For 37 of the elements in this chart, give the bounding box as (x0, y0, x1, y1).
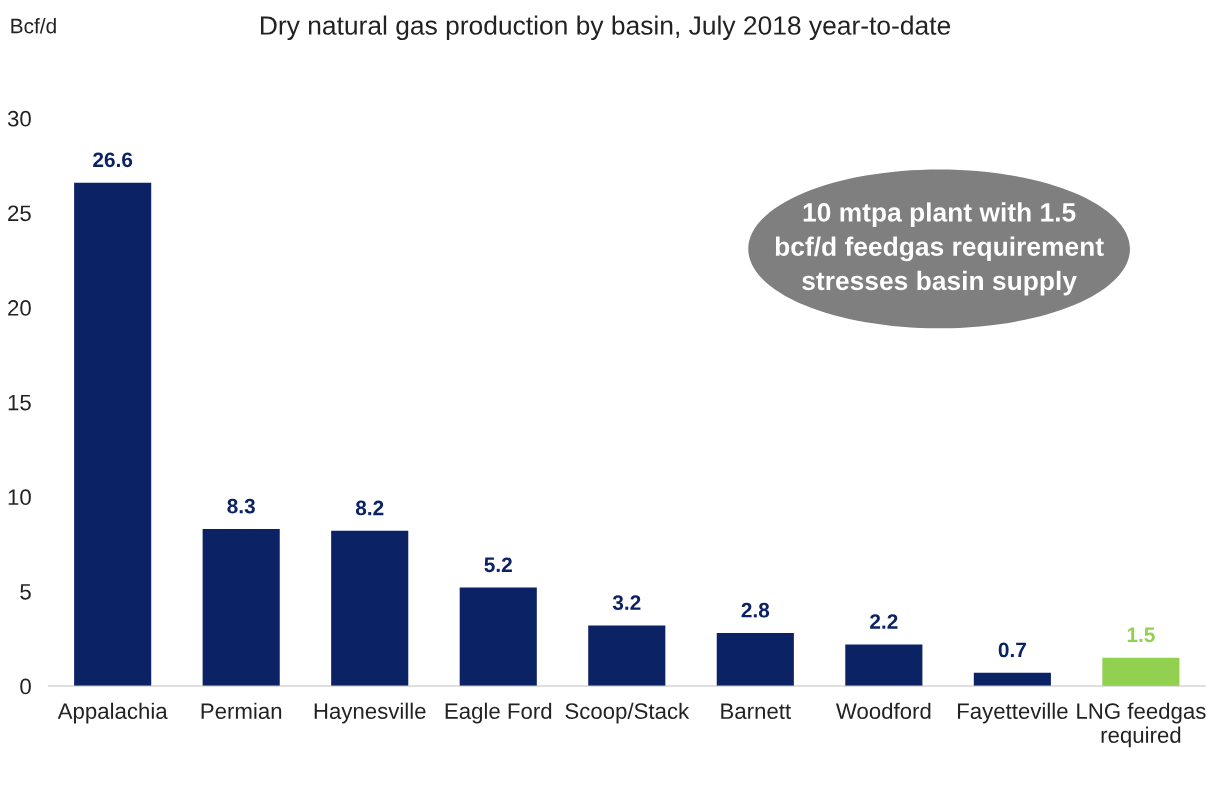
data-label: 2.8 (741, 602, 770, 618)
annotation: 10 mtpa plant with 1.5 bcf/d feedgas requirement stresses basin supply (775, 202, 1104, 296)
chart-title: Dry natural gas production by basin, July 2018 year-to-date (261, 15, 951, 41)
y-tick-label: 5 (20, 584, 31, 600)
y-tick-label: 0 (20, 678, 31, 695)
x-tick-label: Scoop/Stack (565, 702, 690, 724)
x-tick-label: Fayetteville (958, 702, 1068, 724)
bar (74, 182, 152, 687)
data-label: 2.2 (870, 614, 898, 629)
x-tick-label: Woodford (835, 702, 931, 720)
x-tick-label: Appalachia (57, 702, 168, 724)
y-axis-title: Bcf/d (11, 18, 56, 34)
data-label: 3.2 (612, 595, 641, 611)
data-label: 1.5 (1127, 627, 1155, 643)
y-tick-label: 20 (8, 300, 31, 316)
x-tick-label: Barnett (721, 703, 791, 720)
x-tick-label: Eagle Ford (445, 702, 552, 724)
x-tick-label: Haynesville (314, 702, 426, 724)
x-tick-label: Permian (201, 702, 282, 720)
bar (845, 644, 923, 687)
x-tick-label: LNG feedgas required (1077, 702, 1206, 748)
data-label: 0.7 (998, 642, 1026, 658)
bar (202, 528, 280, 687)
y-tick-label: 30 (7, 110, 31, 127)
data-label: 26.6 (93, 152, 133, 168)
data-label: 5.2 (484, 557, 512, 573)
y-tick-label: 25 (8, 205, 31, 222)
bar (716, 633, 794, 687)
bar (973, 672, 1051, 687)
y-tick-label: 10 (8, 489, 31, 506)
data-label: 8.3 (227, 498, 255, 514)
bar (1102, 657, 1180, 687)
bar (588, 625, 666, 687)
bar (459, 587, 537, 687)
y-tick-label: 15 (8, 394, 31, 411)
data-label: 8.2 (355, 500, 384, 516)
bar (331, 530, 409, 687)
